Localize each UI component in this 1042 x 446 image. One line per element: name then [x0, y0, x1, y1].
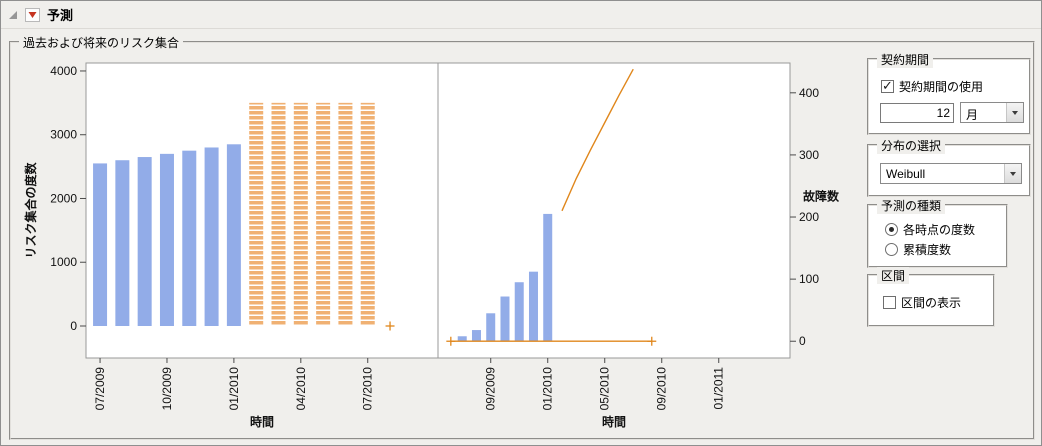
contract-length-input[interactable]	[880, 102, 954, 123]
future-risk-bars[interactable]	[249, 102, 264, 326]
disclosure-triangle-icon[interactable]	[8, 10, 18, 20]
plus-marker	[647, 336, 657, 346]
x-axis-title: 時間	[602, 414, 626, 429]
future-risk-bars[interactable]	[316, 102, 331, 326]
contract-period-panel: 契約期間 契約期間の使用 月	[867, 51, 1031, 135]
report-title: 予測	[47, 8, 74, 23]
x-tick-label: 01/2011	[712, 367, 726, 410]
x-tick-label: 01/2010	[541, 367, 555, 411]
use-contract-row[interactable]: 契約期間の使用	[881, 78, 983, 95]
red-triangle-menu-button[interactable]	[25, 7, 40, 22]
failure-counts-plot-area[interactable]	[437, 62, 791, 359]
forecast-type-title: 予測の種類	[877, 197, 946, 214]
risk-sets-chart: 0 1000 2000 3000 4000 07/2009 10/2009 01/2010 04…	[23, 62, 439, 429]
y-tick-label: 300	[799, 148, 819, 162]
contract-unit-value: 月	[966, 108, 979, 122]
counts-per-time-label[interactable]: 各時点の度数	[903, 223, 976, 237]
outline-titlebar: 予測	[1, 1, 1041, 29]
observed-failure-bars[interactable]	[471, 330, 481, 342]
use-contract-label[interactable]: 契約期間の使用	[899, 80, 984, 94]
future-risk-bars[interactable]	[271, 102, 286, 326]
interval-title: 区間	[877, 267, 910, 284]
y-tick-label: 3000	[50, 128, 77, 142]
x-tick-label: 01/2010	[227, 367, 241, 411]
past-risk-bars[interactable]	[137, 157, 152, 326]
x-tick-label: 09/2009	[484, 367, 498, 411]
observed-failure-bars[interactable]	[500, 296, 510, 342]
observed-failure-bars[interactable]	[457, 336, 467, 342]
distribution-value: Weibull	[886, 167, 926, 181]
contract-unit-select[interactable]: 月	[960, 102, 1024, 123]
y-tick-label: 0	[70, 319, 77, 333]
x-tick-label: 05/2010	[598, 367, 612, 411]
cumulative-counts-label[interactable]: 累積度数	[903, 243, 952, 257]
failure-counts-chart: 0 100 200 300 400 09/2009 01/2010 05/2010 09/201…	[437, 62, 840, 429]
y-tick-label: 100	[799, 272, 819, 286]
y-tick-label: 200	[799, 210, 819, 224]
distribution-panel: 分布の選択 Weibull	[867, 137, 1031, 197]
x-axis-title: 時間	[250, 414, 274, 429]
past-risk-bars[interactable]	[115, 160, 130, 326]
y-tick-label: 2000	[50, 191, 77, 205]
forecast-line[interactable]	[561, 68, 634, 212]
plus-marker	[446, 336, 456, 346]
interval-panel: 区間 区間の表示	[867, 267, 995, 327]
x-tick-label: 09/2010	[655, 367, 669, 411]
y-tick-label: 400	[799, 86, 819, 100]
distribution-select[interactable]: Weibull	[880, 163, 1022, 184]
counts-per-time-row[interactable]: 各時点の度数	[885, 221, 975, 238]
y-tick-label: 1000	[50, 255, 77, 269]
cumulative-counts-radio[interactable]	[885, 243, 898, 256]
red-triangle-icon	[28, 12, 37, 18]
past-risk-bars[interactable]	[182, 150, 197, 326]
chevron-down-icon	[1004, 164, 1021, 183]
plus-marker	[385, 321, 395, 331]
outline-box-title: 過去および将来のリスク集合	[19, 34, 184, 51]
x-tick-label: 07/2009	[93, 367, 107, 411]
show-interval-label[interactable]: 区間の表示	[901, 296, 962, 310]
forecast-type-panel: 予測の種類 各時点の度数 累積度数	[867, 197, 1008, 268]
past-risk-bars[interactable]	[159, 153, 174, 326]
past-risk-bars[interactable]	[93, 163, 108, 326]
contract-length-row: 月	[880, 102, 1024, 123]
counts-per-time-radio[interactable]	[885, 223, 898, 236]
risk-set-outline-box: 過去および将来のリスク集合	[9, 34, 1035, 440]
distribution-row: Weibull	[880, 163, 1022, 184]
cumulative-counts-row[interactable]: 累積度数	[885, 241, 951, 258]
x-tick-label: 04/2010	[294, 367, 308, 411]
x-tick-label: 07/2010	[361, 367, 375, 411]
observed-failure-bars[interactable]	[528, 271, 538, 342]
contract-period-title: 契約期間	[877, 51, 934, 68]
future-risk-bars[interactable]	[360, 102, 375, 326]
y-tick-label: 4000	[50, 64, 77, 78]
y-tick-label: 0	[799, 334, 806, 348]
future-risk-bars[interactable]	[293, 102, 308, 326]
chevron-down-icon	[1006, 103, 1023, 122]
observed-failure-bars[interactable]	[543, 213, 553, 342]
x-tick-label: 10/2009	[160, 367, 174, 411]
future-risk-bars[interactable]	[338, 102, 353, 326]
observed-failure-bars[interactable]	[486, 313, 496, 342]
y-axis-title: リスク集合の度数	[23, 162, 38, 259]
show-interval-row[interactable]: 区間の表示	[883, 294, 961, 311]
use-contract-checkbox[interactable]	[881, 78, 894, 94]
observed-failure-bars[interactable]	[514, 282, 524, 342]
distribution-title: 分布の選択	[877, 137, 946, 154]
y-axis-title: 故障数	[803, 189, 840, 204]
show-interval-checkbox[interactable]	[883, 296, 896, 309]
past-risk-bars[interactable]	[226, 144, 241, 326]
past-risk-bars[interactable]	[204, 147, 219, 326]
